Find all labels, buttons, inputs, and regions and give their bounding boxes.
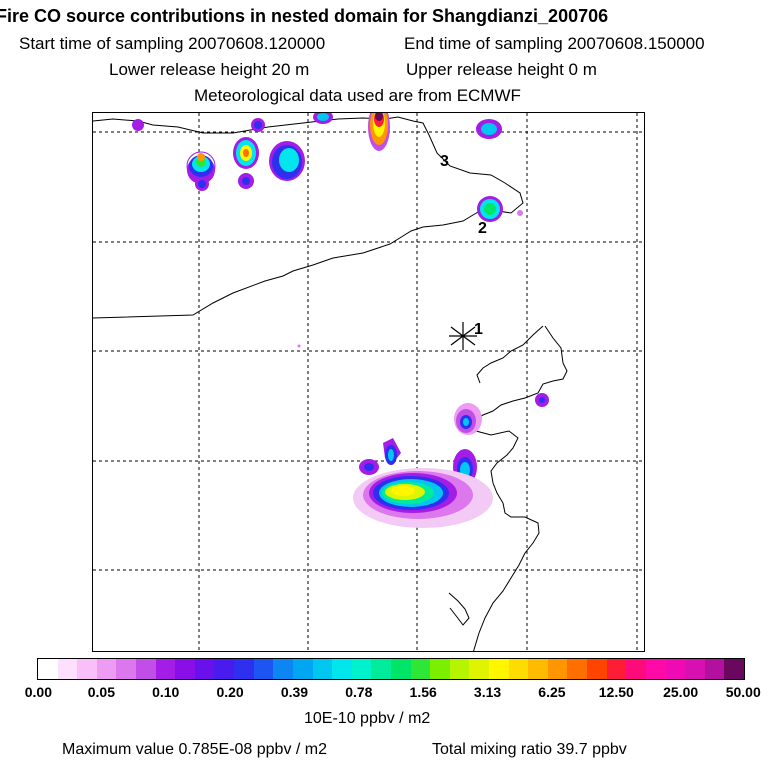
plume-patch — [317, 113, 329, 121]
concentration-plumes-2 — [195, 113, 549, 528]
upper-release-label: Upper release height 0 m — [406, 60, 597, 79]
colorbar-tick-label: 0.78 — [345, 684, 373, 700]
colorbar-swatch — [292, 659, 313, 679]
plume-patch — [279, 148, 299, 172]
colorbar-swatch — [312, 659, 333, 679]
colorbar-swatch — [136, 659, 156, 679]
colorbar-swatch — [508, 659, 529, 679]
colorbar-swatch — [469, 659, 490, 679]
colorbar-swatch — [57, 659, 78, 679]
colorbar-swatch — [175, 659, 195, 679]
colorbar-swatch — [704, 659, 725, 679]
concentration-plumes — [132, 118, 305, 184]
colorbar-swatch — [77, 659, 97, 679]
colorbar-swatch — [665, 659, 686, 679]
colorbar-tick-label: 1.56 — [409, 684, 437, 700]
plume-patch — [243, 149, 249, 157]
colorbar-swatch — [38, 659, 58, 679]
colorbar-swatch — [528, 659, 548, 679]
colorbar-swatch — [371, 659, 391, 679]
plume-patch — [364, 463, 374, 471]
map-panel[interactable]: 1 2 3 — [92, 112, 645, 652]
site-label-3: 3 — [440, 153, 449, 170]
plume-patch — [517, 210, 523, 216]
total-mixing-label: Total mixing ratio 39.7 ppbv — [432, 741, 627, 758]
plume-patch — [132, 119, 144, 131]
colorbar-tick-label: 0.00 — [24, 684, 52, 700]
colorbar-swatch — [96, 659, 117, 679]
start-time-label: Start time of sampling 20070608.120000 — [19, 34, 326, 53]
border-line — [93, 116, 524, 319]
plume-patch — [375, 113, 383, 121]
colorbar-swatch — [685, 659, 705, 679]
colorbar-tick-label: 50.00 — [725, 684, 761, 700]
met-data-label: Meteorological data used are from ECMWF — [194, 86, 521, 105]
plume-patch — [254, 121, 262, 129]
colorbar-swatch — [390, 659, 411, 679]
lower-release-label: Lower release height 20 m — [109, 60, 310, 79]
map-canvas: 1 2 3 — [93, 113, 644, 651]
map-title: Fire CO source contributions in nested d… — [0, 6, 609, 26]
colorbar-swatch — [724, 659, 744, 679]
receptor-star[interactable] — [449, 322, 477, 350]
colorbar-swatch — [547, 659, 568, 679]
coastline — [476, 325, 544, 384]
site-label-2: 2 — [478, 220, 487, 237]
plume-patch — [463, 418, 469, 426]
colorbar-swatch — [234, 659, 254, 679]
colorbar-swatch — [449, 659, 470, 679]
colorbar-swatch — [410, 659, 431, 679]
colorbar-swatch — [273, 659, 293, 679]
colorbar — [37, 658, 745, 680]
colorbar-swatch — [489, 659, 509, 679]
island-outline — [448, 592, 470, 626]
colorbar-tick-label: 0.39 — [280, 684, 309, 700]
colorbar-swatch — [194, 659, 215, 679]
colorbar-swatch — [155, 659, 176, 679]
coastline — [466, 325, 568, 426]
max-value-label: Maximum value 0.785E-08 ppbv / m2 — [62, 741, 328, 758]
colorbar-tick-label: 12.50 — [598, 684, 634, 700]
colorbar-tick-label: 0.10 — [152, 684, 180, 700]
plume-patch — [388, 449, 394, 461]
lat-lon-grid — [93, 113, 644, 651]
colorbar-tick-label: 3.13 — [473, 684, 502, 700]
border-line — [93, 117, 386, 134]
colorbar-swatch — [645, 659, 666, 679]
colorbar-tick-label: 0.05 — [87, 684, 115, 700]
colorbar-swatch — [626, 659, 646, 679]
plume-patch — [297, 344, 301, 348]
colorbar-swatch — [214, 659, 235, 679]
plume-patch — [242, 177, 250, 185]
colorbar-tick-label: 25.00 — [663, 684, 699, 700]
colorbar-swatch — [567, 659, 588, 679]
colorbar-swatch — [332, 659, 352, 679]
colorbar-swatch — [606, 659, 627, 679]
site-label-1: 1 — [474, 321, 483, 338]
boundary-lines — [93, 116, 568, 651]
plume-patch — [391, 486, 415, 496]
plume-patch — [539, 397, 545, 403]
plume-patch — [481, 123, 497, 135]
plume-patch — [484, 203, 496, 215]
colorbar-tick-label: 0.20 — [216, 684, 244, 700]
colorbar-swatch — [587, 659, 607, 679]
units-label: 10E-10 ppbv / m2 — [304, 710, 431, 727]
end-time-label: End time of sampling 20070608.150000 — [404, 34, 705, 53]
colorbar-swatch — [430, 659, 450, 679]
plume-patch — [197, 153, 205, 161]
colorbar-tick-label: 6.25 — [538, 684, 566, 700]
colorbar-swatch — [116, 659, 137, 679]
colorbar-swatch — [253, 659, 274, 679]
colorbar-swatch — [351, 659, 372, 679]
coastline — [466, 424, 540, 651]
plume-patch — [198, 180, 206, 188]
